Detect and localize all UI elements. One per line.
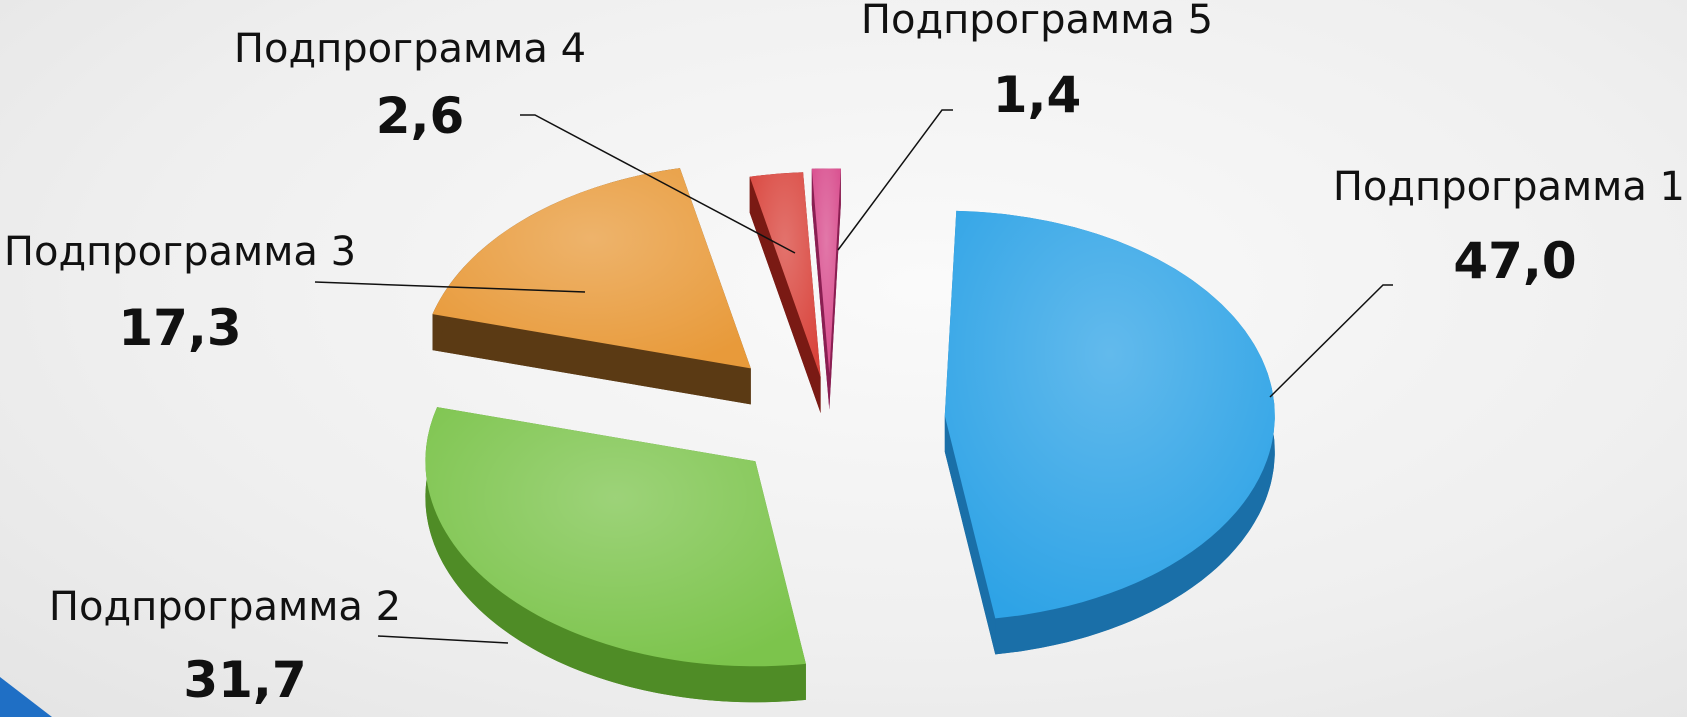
slice-labels: Подпрограмма 1 47,0 Подпрограмма 2 31,7 Подп… <box>4 0 1685 709</box>
subprogram-3-leader-line <box>314 281 586 293</box>
subprogram-1-value-label: 47,0 <box>1453 232 1576 290</box>
subprogram-5-value-label: 1,4 <box>993 66 1082 124</box>
subprogram-5-category-label: Подпрограмма 5 <box>861 0 1213 43</box>
subprogram-5-shine <box>811 168 841 374</box>
subprogram-2-leader-line <box>377 635 509 644</box>
leader-lines <box>314 109 1393 644</box>
subprogram-2-shine <box>425 407 806 667</box>
slice-tops <box>425 168 1275 667</box>
subprogram-3-value-label: 17,3 <box>118 299 241 357</box>
subprogram-5-leader-line <box>837 109 953 251</box>
subprogram-4-leader-line <box>520 114 796 254</box>
subprogram-1-leader-line <box>1269 284 1393 398</box>
subprogram-4-shine <box>749 172 821 377</box>
subprogram-1-shine <box>944 210 1275 619</box>
subprogram-2-value-label: 31,7 <box>183 651 306 709</box>
subprogram-2-category-label: Подпрограмма 2 <box>49 584 401 630</box>
subprogram-3-shine <box>432 168 751 369</box>
subprogram-4-category-label: Подпрограмма 4 <box>234 26 586 72</box>
subprogram-4-value-label: 2,6 <box>376 87 465 145</box>
subprogram-1-category-label: Подпрограмма 1 <box>1333 164 1685 210</box>
subprogram-3-category-label: Подпрограмма 3 <box>4 229 356 275</box>
corner-accent <box>0 677 52 717</box>
